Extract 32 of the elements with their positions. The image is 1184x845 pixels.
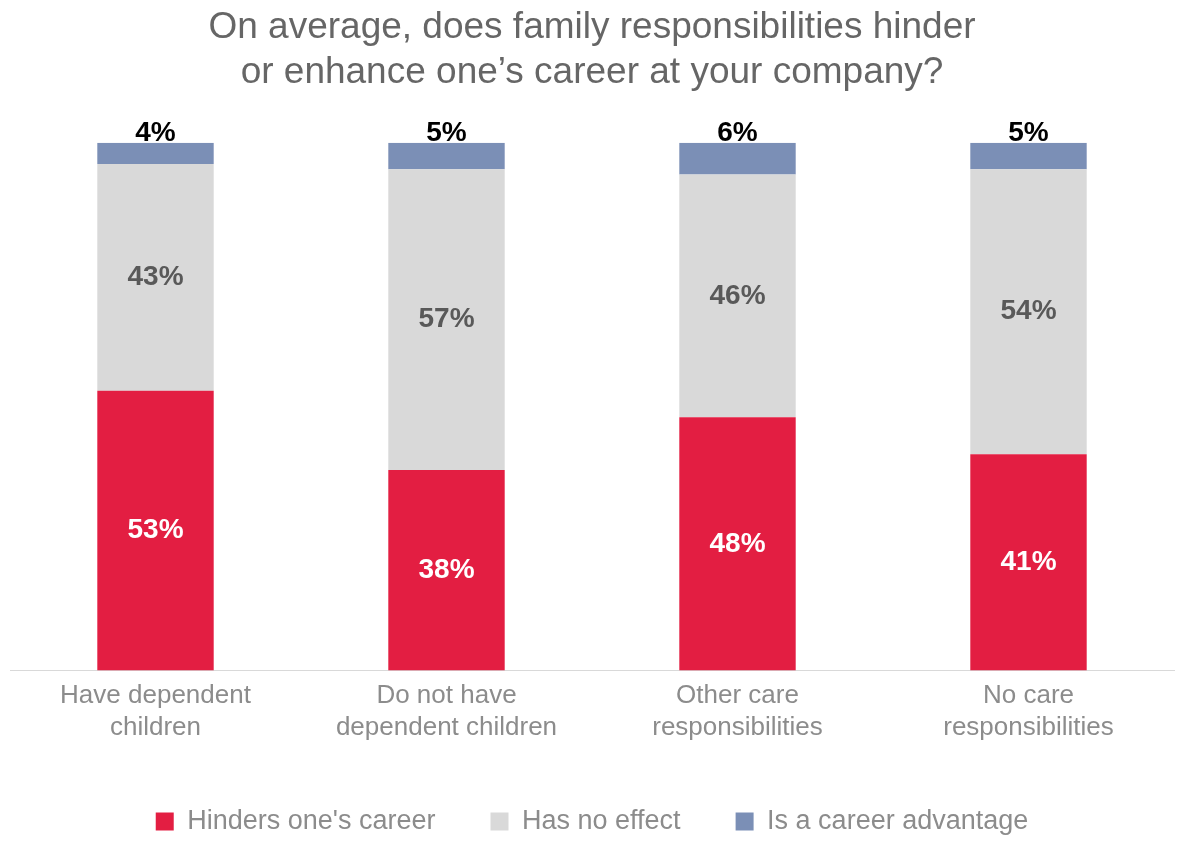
legend-label: Is a career advantage: [767, 804, 1029, 835]
data-label: 43%: [127, 260, 184, 292]
bar: [970, 142, 1087, 170]
data-label: 4%: [135, 115, 176, 147]
bar: [970, 169, 1087, 455]
data-label: 6%: [717, 115, 758, 147]
bar: [679, 174, 796, 418]
data-label: 38%: [418, 553, 475, 585]
bar: [97, 163, 214, 391]
data-label: 5%: [1008, 115, 1049, 147]
data-label: 54%: [1000, 294, 1057, 326]
bar: [97, 390, 214, 671]
legend-label: Hinders one's career: [187, 804, 436, 835]
bar: [388, 142, 505, 170]
x-tick-label: Have dependent children: [60, 679, 252, 741]
bar: [679, 142, 796, 175]
bar: [97, 142, 214, 164]
chart-title: On average, does family responsibilities hinder or enhance one’s career at your company?: [208, 5, 976, 91]
data-label: 41%: [1000, 545, 1057, 577]
data-label: 53%: [127, 513, 184, 545]
bar: [388, 169, 505, 471]
data-label: 57%: [418, 302, 475, 334]
x-tick-label: No care responsibilities: [943, 679, 1114, 741]
x-tick-label: Do not have dependent children: [335, 679, 558, 741]
bar: [970, 454, 1087, 671]
data-label: 5%: [426, 115, 467, 147]
legend-label: Has no effect: [522, 804, 682, 835]
data-label: 48%: [709, 526, 766, 558]
x-tick-label: Other care responsibilities: [652, 679, 823, 741]
bar: [388, 470, 505, 671]
bar: [679, 417, 796, 671]
data-label: 46%: [709, 278, 766, 310]
